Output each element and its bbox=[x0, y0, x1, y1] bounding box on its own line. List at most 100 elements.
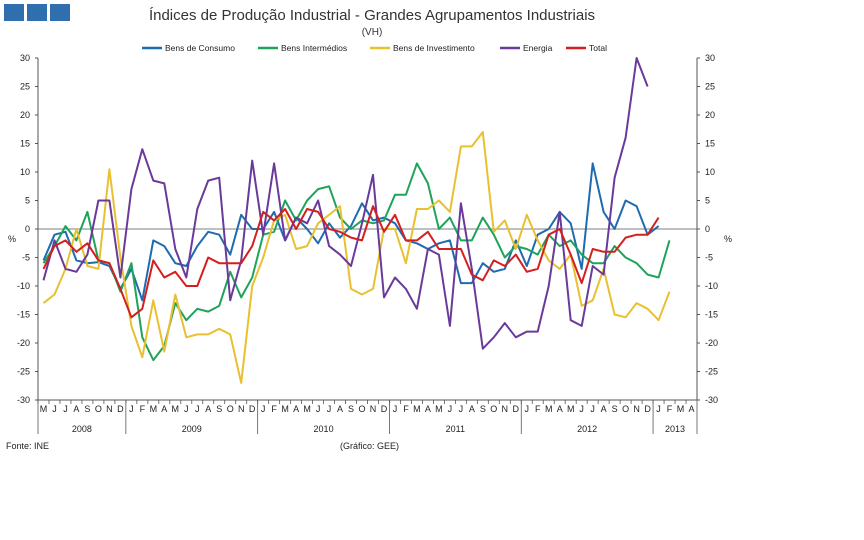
y-tick-label-left: -25 bbox=[17, 367, 30, 377]
y-tick-label-right: -5 bbox=[705, 253, 713, 263]
x-tick-label: F bbox=[271, 404, 277, 414]
x-tick-label: D bbox=[249, 404, 256, 414]
x-tick-label: O bbox=[490, 404, 497, 414]
chart-axes: 30 30 25 25 20 20 15 15 10 10 5 5 0 0 -5 -5 -10 -10 -15 -15… bbox=[17, 53, 718, 434]
x-tick-label: J bbox=[327, 404, 332, 414]
x-tick-label: J bbox=[393, 404, 398, 414]
x-tick-label: M bbox=[303, 404, 311, 414]
y-tick-label-right: -15 bbox=[705, 310, 718, 320]
x-tick-label: M bbox=[281, 404, 289, 414]
legend-label-bens-intermedios: Bens Intermédios bbox=[281, 43, 347, 53]
x-tick-label: A bbox=[293, 404, 299, 414]
legend-label-energia: Energia bbox=[523, 43, 553, 53]
year-label: 2010 bbox=[314, 424, 334, 434]
chart-legend: Bens de Consumo Bens Intermédios Bens de I… bbox=[142, 43, 607, 53]
x-tick-label: N bbox=[238, 404, 245, 414]
x-tick-label: J bbox=[63, 404, 68, 414]
x-tick-label: O bbox=[227, 404, 234, 414]
x-tick-label: M bbox=[413, 404, 421, 414]
y-tick-label-left: -20 bbox=[17, 338, 30, 348]
x-tick-label: A bbox=[161, 404, 167, 414]
y-tick-label-right: 10 bbox=[705, 167, 715, 177]
x-tick-label: J bbox=[195, 404, 200, 414]
x-tick-label: F bbox=[535, 404, 541, 414]
x-tick-label: J bbox=[316, 404, 321, 414]
y-tick-label-left: 20 bbox=[20, 110, 30, 120]
y-tick-label-left: -30 bbox=[17, 395, 30, 405]
x-tick-label: A bbox=[425, 404, 431, 414]
x-tick-label: D bbox=[117, 404, 124, 414]
year-label: 2012 bbox=[577, 424, 597, 434]
x-tick-label: O bbox=[95, 404, 102, 414]
y-tick-label-left: 30 bbox=[20, 53, 30, 63]
y-tick-label-left: -5 bbox=[22, 253, 30, 263]
x-tick-label: D bbox=[513, 404, 520, 414]
x-tick-label: J bbox=[184, 404, 189, 414]
x-tick-label: S bbox=[612, 404, 618, 414]
y-tick-label-left: 15 bbox=[20, 139, 30, 149]
x-tick-label: M bbox=[545, 404, 553, 414]
x-tick-label: S bbox=[348, 404, 354, 414]
y-tick-label-right: -25 bbox=[705, 367, 718, 377]
x-tick-label: M bbox=[435, 404, 443, 414]
y-tick-label-right: 20 bbox=[705, 110, 715, 120]
y-axis-label-right: % bbox=[724, 234, 732, 244]
year-label: 2008 bbox=[72, 424, 92, 434]
x-tick-label: O bbox=[622, 404, 629, 414]
series-line-bens-de-consumo bbox=[42, 162, 660, 302]
series-line-energia bbox=[42, 57, 649, 350]
x-tick-label: A bbox=[601, 404, 607, 414]
x-tick-label: J bbox=[129, 404, 134, 414]
x-tick-label: N bbox=[370, 404, 377, 414]
legend-label-total: Total bbox=[589, 43, 607, 53]
x-tick-label: S bbox=[216, 404, 222, 414]
x-tick-label: J bbox=[448, 404, 453, 414]
x-tick-label: S bbox=[84, 404, 90, 414]
y-tick-label-left: 0 bbox=[25, 224, 30, 234]
y-tick-label-right: -10 bbox=[705, 281, 718, 291]
x-tick-label: M bbox=[567, 404, 575, 414]
x-tick-label: A bbox=[689, 404, 695, 414]
legend-label-bens-de-consumo: Bens de Consumo bbox=[165, 43, 235, 53]
x-tick-label: F bbox=[667, 404, 673, 414]
x-tick-label: D bbox=[381, 404, 388, 414]
y-tick-label-left: 25 bbox=[20, 82, 30, 92]
x-tick-label: F bbox=[403, 404, 409, 414]
source-note: Fonte: INE bbox=[6, 441, 49, 451]
x-tick-label: J bbox=[261, 404, 266, 414]
year-label: 2011 bbox=[446, 424, 465, 434]
x-tick-label: M bbox=[677, 404, 685, 414]
y-tick-label-right: 30 bbox=[705, 53, 715, 63]
chart-series bbox=[42, 57, 671, 384]
y-tick-label-right: 5 bbox=[705, 196, 710, 206]
x-tick-label: D bbox=[644, 404, 651, 414]
x-tick-label: J bbox=[656, 404, 661, 414]
chart-title: Índices de Produção Industrial - Grandes… bbox=[149, 7, 595, 24]
y-tick-label-left: 10 bbox=[20, 167, 30, 177]
x-tick-label: M bbox=[150, 404, 158, 414]
year-label: 2013 bbox=[665, 424, 685, 434]
series-line-bens-intermedios bbox=[42, 162, 671, 362]
y-axis-label-left: % bbox=[8, 234, 16, 244]
x-tick-label: N bbox=[106, 404, 113, 414]
x-tick-label: A bbox=[73, 404, 79, 414]
x-tick-label: A bbox=[469, 404, 475, 414]
x-tick-label: J bbox=[459, 404, 464, 414]
x-tick-label: F bbox=[140, 404, 146, 414]
x-tick-label: A bbox=[337, 404, 343, 414]
y-tick-label-left: -10 bbox=[17, 281, 30, 291]
x-tick-label: M bbox=[172, 404, 180, 414]
y-tick-label-right: -20 bbox=[705, 338, 718, 348]
y-tick-label-right: 15 bbox=[705, 139, 715, 149]
x-tick-label: J bbox=[579, 404, 584, 414]
y-tick-label-left: -15 bbox=[17, 310, 30, 320]
y-tick-label-left: 5 bbox=[25, 196, 30, 206]
x-tick-label: S bbox=[480, 404, 486, 414]
x-tick-label: N bbox=[502, 404, 509, 414]
credit-note: (Gráfico: GEE) bbox=[340, 441, 399, 451]
x-tick-label: J bbox=[52, 404, 57, 414]
publisher-logo bbox=[4, 4, 70, 22]
y-tick-label-right: 0 bbox=[705, 224, 710, 234]
year-label: 2009 bbox=[182, 424, 202, 434]
